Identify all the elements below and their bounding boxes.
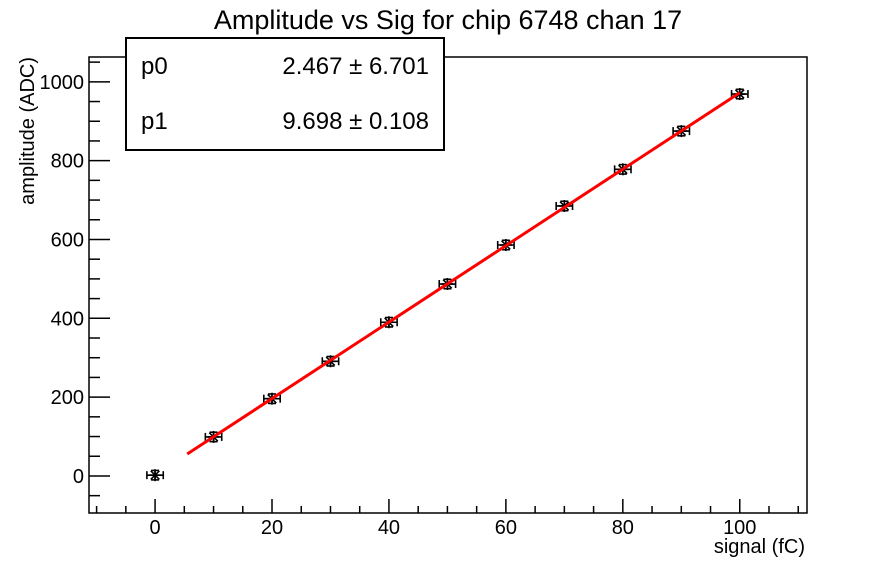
chart-title: Amplitude vs Sig for chip 6748 chan 17 — [213, 5, 683, 35]
data-point-marker — [150, 470, 160, 481]
x-axis-title: signal (fC) — [714, 536, 805, 558]
y-axis-tick-label: 600 — [51, 229, 84, 251]
fit-param-p1-value: 9.698 ± 0.108 — [282, 107, 429, 135]
x-axis-tick-label: 100 — [723, 517, 756, 539]
x-axis-tick-label: 20 — [261, 517, 283, 539]
stats-row-p1: p1 9.698 ± 0.108 — [127, 94, 443, 149]
fit-param-p0-value: 2.467 ± 6.701 — [282, 52, 429, 80]
stats-row-p0: p0 2.467 ± 6.701 — [127, 39, 443, 94]
y-axis-tick-label: 1000 — [40, 72, 85, 94]
x-axis-tick-label: 40 — [378, 517, 400, 539]
x-axis-tick-label: 60 — [495, 517, 517, 539]
x-axis-tick-label: 80 — [612, 517, 634, 539]
fit-param-p0-label: p0 — [141, 52, 168, 80]
y-axis-tick-label: 400 — [51, 308, 84, 330]
y-axis-tick-label: 800 — [51, 151, 84, 173]
y-axis-tick-label: 200 — [51, 387, 84, 409]
fit-stats-box: p0 2.467 ± 6.701 p1 9.698 ± 0.108 — [125, 37, 445, 151]
y-axis-title: amplitude (ADC) — [17, 57, 39, 205]
fit-line — [186, 91, 741, 456]
fit-param-p1-label: p1 — [141, 107, 168, 135]
x-axis-tick-label: 0 — [150, 517, 161, 539]
y-axis-tick-label: 0 — [73, 466, 84, 488]
